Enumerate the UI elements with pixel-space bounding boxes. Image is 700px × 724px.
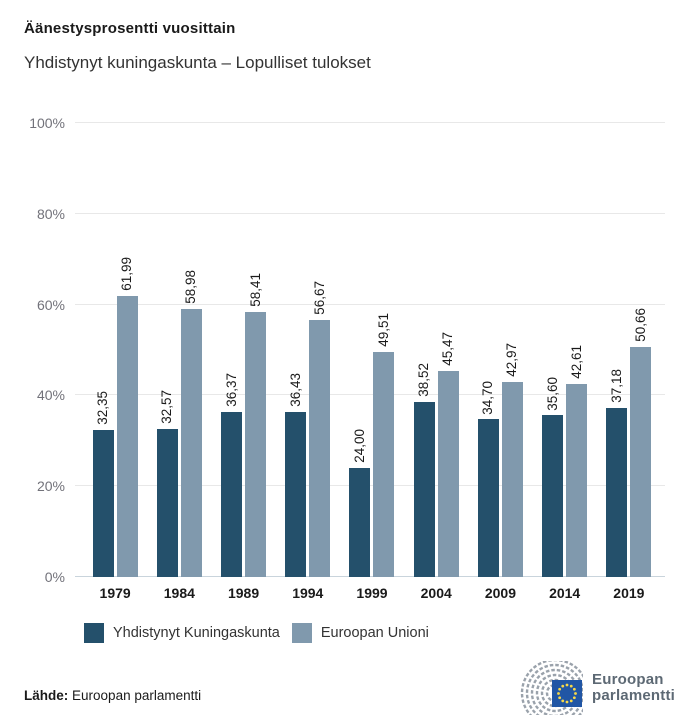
chart-subtitle: Yhdistynyt kuningaskunta – Lopulliset tu… [24, 53, 371, 72]
bar-value-label-uk-2009: 34,70 [480, 380, 496, 415]
bar-value-label-eu-1999: 49,51 [375, 313, 391, 348]
bar-value-label-eu-1994: 56,67 [311, 280, 327, 315]
ep-logo-line1: Euroopan [592, 670, 664, 688]
source-value: Euroopan parlamentti [72, 688, 202, 703]
bar-value-label-eu-2004: 45,47 [440, 331, 456, 366]
bar-value-label-uk-1994: 36,43 [287, 372, 303, 407]
x-axis-label-1984: 1984 [163, 585, 195, 601]
bar-uk-2009[interactable]: 34,70 [477, 381, 499, 577]
x-axis-label-1979: 1979 [99, 585, 131, 601]
bar-eu-1989[interactable]: 58,41 [245, 273, 267, 577]
bar-uk-2004[interactable]: 38,52 [413, 363, 435, 577]
bar-value-label-uk-2019: 37,18 [608, 369, 624, 404]
bar-uk-1999[interactable]: 24,00 [349, 429, 371, 577]
y-axis-tick-40%: 40% [36, 387, 65, 404]
x-axis-label-2009: 2009 [484, 585, 516, 601]
y-axis-tick-20%: 20% [36, 478, 65, 495]
plot-area: 0% 20% 40% 60% 80% 100% 32,35 61,99 32,57 58,98 3… [29, 115, 665, 601]
ep-logo-text: Euroopan parlamentti [592, 670, 676, 705]
bar-groups: 32,35 61,99 32,57 58,98 36,37 58,41 36,43 56,67… [75, 123, 665, 577]
x-axis-label-1989: 1989 [227, 585, 260, 601]
bar-group-1984: 32,57 58,98 [156, 123, 202, 577]
y-axis-tick-0%: 0% [44, 569, 65, 585]
bar-group-2009: 34,70 42,97 [477, 123, 523, 577]
bar-eu-2009[interactable]: 42,97 [501, 343, 523, 577]
y-axis-tick-60%: 60% [36, 296, 65, 313]
bar-value-label-uk-1979: 32,35 [95, 391, 111, 426]
bar-value-label-uk-2004: 38,52 [416, 363, 432, 398]
bar-uk-2014[interactable]: 35,60 [542, 377, 564, 577]
bar-eu-2019[interactable]: 50,66 [630, 308, 652, 577]
bar-value-label-eu-1989: 58,41 [247, 273, 263, 307]
bar-uk-2019[interactable]: 37,18 [606, 369, 628, 577]
y-axis-tick-100%: 100% [29, 115, 65, 131]
bar-value-label-eu-2009: 42,97 [504, 343, 520, 377]
bar-eu-2014[interactable]: 42,61 [566, 345, 588, 577]
bar-value-label-uk-1999: 24,00 [351, 429, 367, 464]
bar-value-label-uk-1984: 32,57 [159, 390, 175, 425]
gridline-60% [75, 303, 665, 305]
bar-eu-1979[interactable]: 61,99 [116, 257, 138, 577]
bar-value-label-uk-2014: 35,60 [544, 376, 560, 411]
legend-label-uk: Yhdistynyt Kuningaskunta [113, 625, 280, 641]
bar-eu-1999[interactable]: 49,51 [373, 313, 395, 577]
legend-swatch-eu [291, 623, 312, 643]
legend-item-uk[interactable]: Yhdistynyt Kuningaskunta [84, 623, 280, 643]
x-axis-label-1999: 1999 [356, 585, 388, 601]
bar-group-2004: 38,52 45,47 [413, 123, 459, 577]
bar-eu-1984[interactable]: 58,98 [180, 270, 202, 577]
gridline-40% [75, 394, 665, 396]
bar-uk-1989[interactable]: 36,37 [221, 373, 243, 577]
bar-value-label-uk-1989: 36,37 [223, 373, 239, 407]
bar-uk-1994[interactable]: 36,43 [285, 373, 307, 577]
gridline-100% [75, 122, 665, 123]
bar-value-label-eu-1979: 61,99 [119, 256, 135, 291]
x-axis-label-2014: 2014 [549, 585, 581, 601]
y-axis-tick-80%: 80% [36, 205, 65, 222]
bar-group-1989: 36,37 58,41 [221, 123, 267, 577]
source-note: Lähde: Euroopan parlamentti [24, 688, 201, 703]
bar-group-2014: 35,60 42,61 [542, 123, 588, 577]
x-axis-labels: 1979 1984 1989 1994 1999 2004 2009 2014 2019 [75, 585, 665, 601]
ep-logo-line2: parlamentti [592, 687, 676, 704]
gridline-80% [75, 212, 665, 214]
x-axis-label-1994: 1994 [292, 585, 324, 601]
hemicycle-icon [520, 661, 583, 715]
page-title: Äänestysprosentti vuosittain [24, 20, 236, 37]
bar-value-label-eu-2019: 50,66 [632, 308, 648, 343]
legend: Yhdistynyt Kuningaskunta Euroopan Unioni [84, 623, 429, 643]
legend-label-eu: Euroopan Unioni [320, 625, 429, 641]
legend-swatch-uk [84, 623, 104, 643]
european-parliament-logo[interactable]: Euroopan parlamentti [517, 661, 675, 715]
bar-group-1979: 32,35 61,99 [92, 123, 138, 577]
bar-eu-1994[interactable]: 56,67 [309, 281, 331, 577]
bar-value-label-eu-2014: 42,61 [568, 344, 584, 379]
eu-flag-stars [557, 683, 577, 704]
bar-group-1999: 24,00 49,51 [349, 123, 395, 577]
bar-uk-1984[interactable]: 32,57 [156, 390, 178, 577]
bar-uk-1979[interactable]: 32,35 [92, 391, 114, 577]
legend-item-eu[interactable]: Euroopan Unioni [291, 623, 429, 643]
bar-group-1994: 36,43 56,67 [285, 123, 331, 577]
source-label: Lähde: [24, 688, 69, 703]
bar-group-2019: 37,18 50,66 [606, 123, 652, 577]
x-axis-label-2004: 2004 [420, 585, 452, 601]
bar-eu-2004[interactable]: 45,47 [437, 332, 459, 577]
x-axis-label-2019: 2019 [613, 585, 645, 601]
bar-value-label-eu-1984: 58,98 [183, 270, 199, 305]
